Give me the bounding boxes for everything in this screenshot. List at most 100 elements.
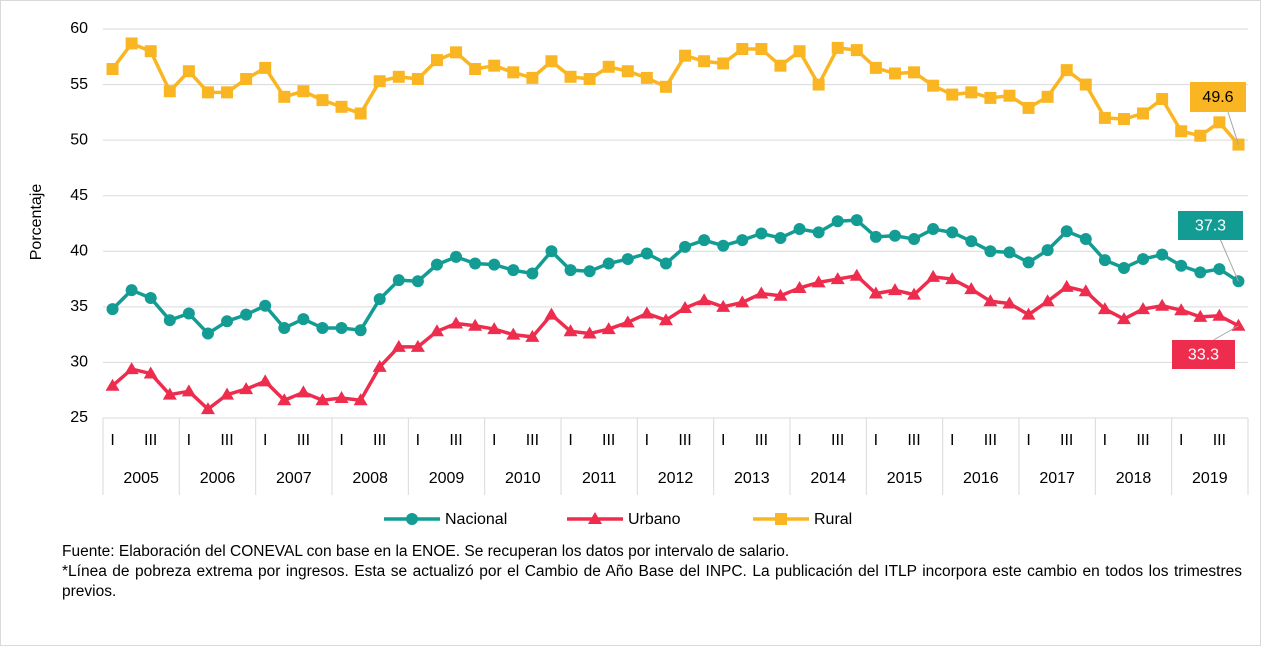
- marker: [1212, 308, 1227, 321]
- marker: [1041, 244, 1054, 257]
- marker: [296, 385, 311, 398]
- marker: [373, 75, 386, 88]
- y-tick-label: 45: [70, 187, 88, 204]
- marker: [965, 235, 978, 248]
- group-label: 2016: [963, 470, 999, 487]
- x-tick-label: I: [950, 432, 954, 449]
- marker: [965, 86, 978, 99]
- x-tick-label: I: [645, 432, 649, 449]
- marker: [316, 94, 329, 107]
- marker: [1137, 253, 1150, 266]
- x-tick-label: I: [187, 432, 191, 449]
- marker: [297, 313, 310, 326]
- marker: [200, 402, 215, 415]
- marker: [1060, 64, 1073, 77]
- group-label: 2015: [887, 470, 923, 487]
- marker: [545, 55, 558, 68]
- marker: [163, 314, 176, 327]
- x-tick-label: I: [721, 432, 725, 449]
- marker: [144, 45, 157, 58]
- marker: [1117, 113, 1130, 126]
- x-tick-label: III: [602, 432, 615, 449]
- y-axis-label: Porcentaje: [28, 184, 45, 261]
- y-tick-label: 60: [70, 20, 88, 37]
- marker: [583, 73, 596, 86]
- marker: [621, 65, 634, 78]
- group-label: 2006: [200, 470, 236, 487]
- marker: [221, 86, 234, 99]
- legend-label: Nacional: [445, 511, 507, 528]
- marker: [1193, 309, 1208, 322]
- marker: [1079, 233, 1092, 246]
- x-tick-label: III: [1213, 432, 1226, 449]
- marker: [926, 269, 941, 282]
- marker: [430, 258, 443, 271]
- x-tick-label: III: [1136, 432, 1149, 449]
- x-tick-label: I: [1179, 432, 1183, 449]
- marker: [1117, 261, 1130, 274]
- source: Fuente: Elaboración del CONEVAL con base…: [62, 543, 790, 560]
- marker: [143, 366, 158, 379]
- marker: [639, 306, 654, 319]
- group-label: 2007: [276, 470, 312, 487]
- marker: [659, 257, 672, 270]
- marker: [182, 65, 195, 78]
- x-tick-label: III: [984, 432, 997, 449]
- x-tick-label: III: [678, 432, 691, 449]
- marker: [1137, 107, 1150, 120]
- marker: [1078, 284, 1093, 297]
- marker: [679, 49, 692, 62]
- marker: [297, 85, 310, 98]
- marker: [1213, 263, 1226, 276]
- marker: [373, 293, 386, 306]
- marker: [449, 316, 464, 329]
- marker: [545, 245, 558, 258]
- group-label: 2009: [429, 470, 465, 487]
- marker: [697, 293, 712, 306]
- marker: [564, 264, 577, 277]
- marker: [468, 318, 483, 331]
- marker: [564, 70, 577, 83]
- marker: [869, 61, 882, 74]
- marker: [201, 327, 214, 340]
- marker: [868, 286, 883, 299]
- x-tick-label: I: [1026, 432, 1030, 449]
- marker: [1059, 279, 1074, 292]
- group-label: 2008: [352, 470, 388, 487]
- x-tick-label: III: [144, 432, 157, 449]
- leader-line: [1220, 239, 1239, 282]
- y-tick-label: 30: [70, 354, 88, 371]
- marker: [429, 324, 444, 337]
- marker: [984, 245, 997, 258]
- marker: [1060, 225, 1073, 238]
- marker: [278, 321, 291, 334]
- marker: [946, 226, 959, 239]
- marker: [144, 291, 157, 304]
- marker: [335, 100, 348, 113]
- group-label: 2014: [810, 470, 846, 487]
- leader-line: [1213, 325, 1239, 341]
- marker: [162, 387, 177, 400]
- marker: [908, 66, 921, 79]
- x-tick-label: I: [416, 432, 420, 449]
- marker: [907, 287, 922, 300]
- marker: [679, 240, 692, 253]
- marker: [849, 268, 864, 281]
- marker: [1003, 89, 1016, 102]
- marker: [983, 294, 998, 307]
- marker: [124, 362, 139, 375]
- x-tick-label: III: [220, 432, 233, 449]
- y-tick-label: 50: [70, 131, 88, 148]
- marker: [736, 234, 749, 247]
- marker: [927, 79, 940, 92]
- marker: [946, 88, 959, 101]
- group-label: 2011: [582, 470, 617, 487]
- marker: [354, 324, 367, 337]
- marker: [812, 226, 825, 239]
- marker: [1174, 303, 1189, 316]
- y-tick-label: 25: [70, 409, 88, 426]
- value-label: 33.3: [1188, 347, 1219, 364]
- value-label-box: [1178, 211, 1243, 240]
- marker: [1098, 111, 1111, 124]
